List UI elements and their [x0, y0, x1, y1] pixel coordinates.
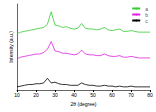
svg-text:b: b — [145, 11, 148, 18]
svg-text:2θ (degree): 2θ (degree) — [71, 101, 97, 107]
svg-text:70: 70 — [128, 92, 134, 98]
svg-text:40: 40 — [71, 92, 77, 98]
svg-text:a: a — [145, 5, 148, 12]
svg-text:c: c — [145, 18, 148, 24]
svg-text:30: 30 — [52, 92, 58, 98]
svg-text:50: 50 — [90, 92, 96, 98]
svg-text:80: 80 — [147, 92, 153, 98]
svg-text:60: 60 — [109, 92, 115, 98]
svg-text:10: 10 — [14, 92, 20, 98]
svg-text:20: 20 — [33, 92, 39, 98]
svg-text:Intensity (a.u.): Intensity (a.u.) — [8, 31, 14, 63]
